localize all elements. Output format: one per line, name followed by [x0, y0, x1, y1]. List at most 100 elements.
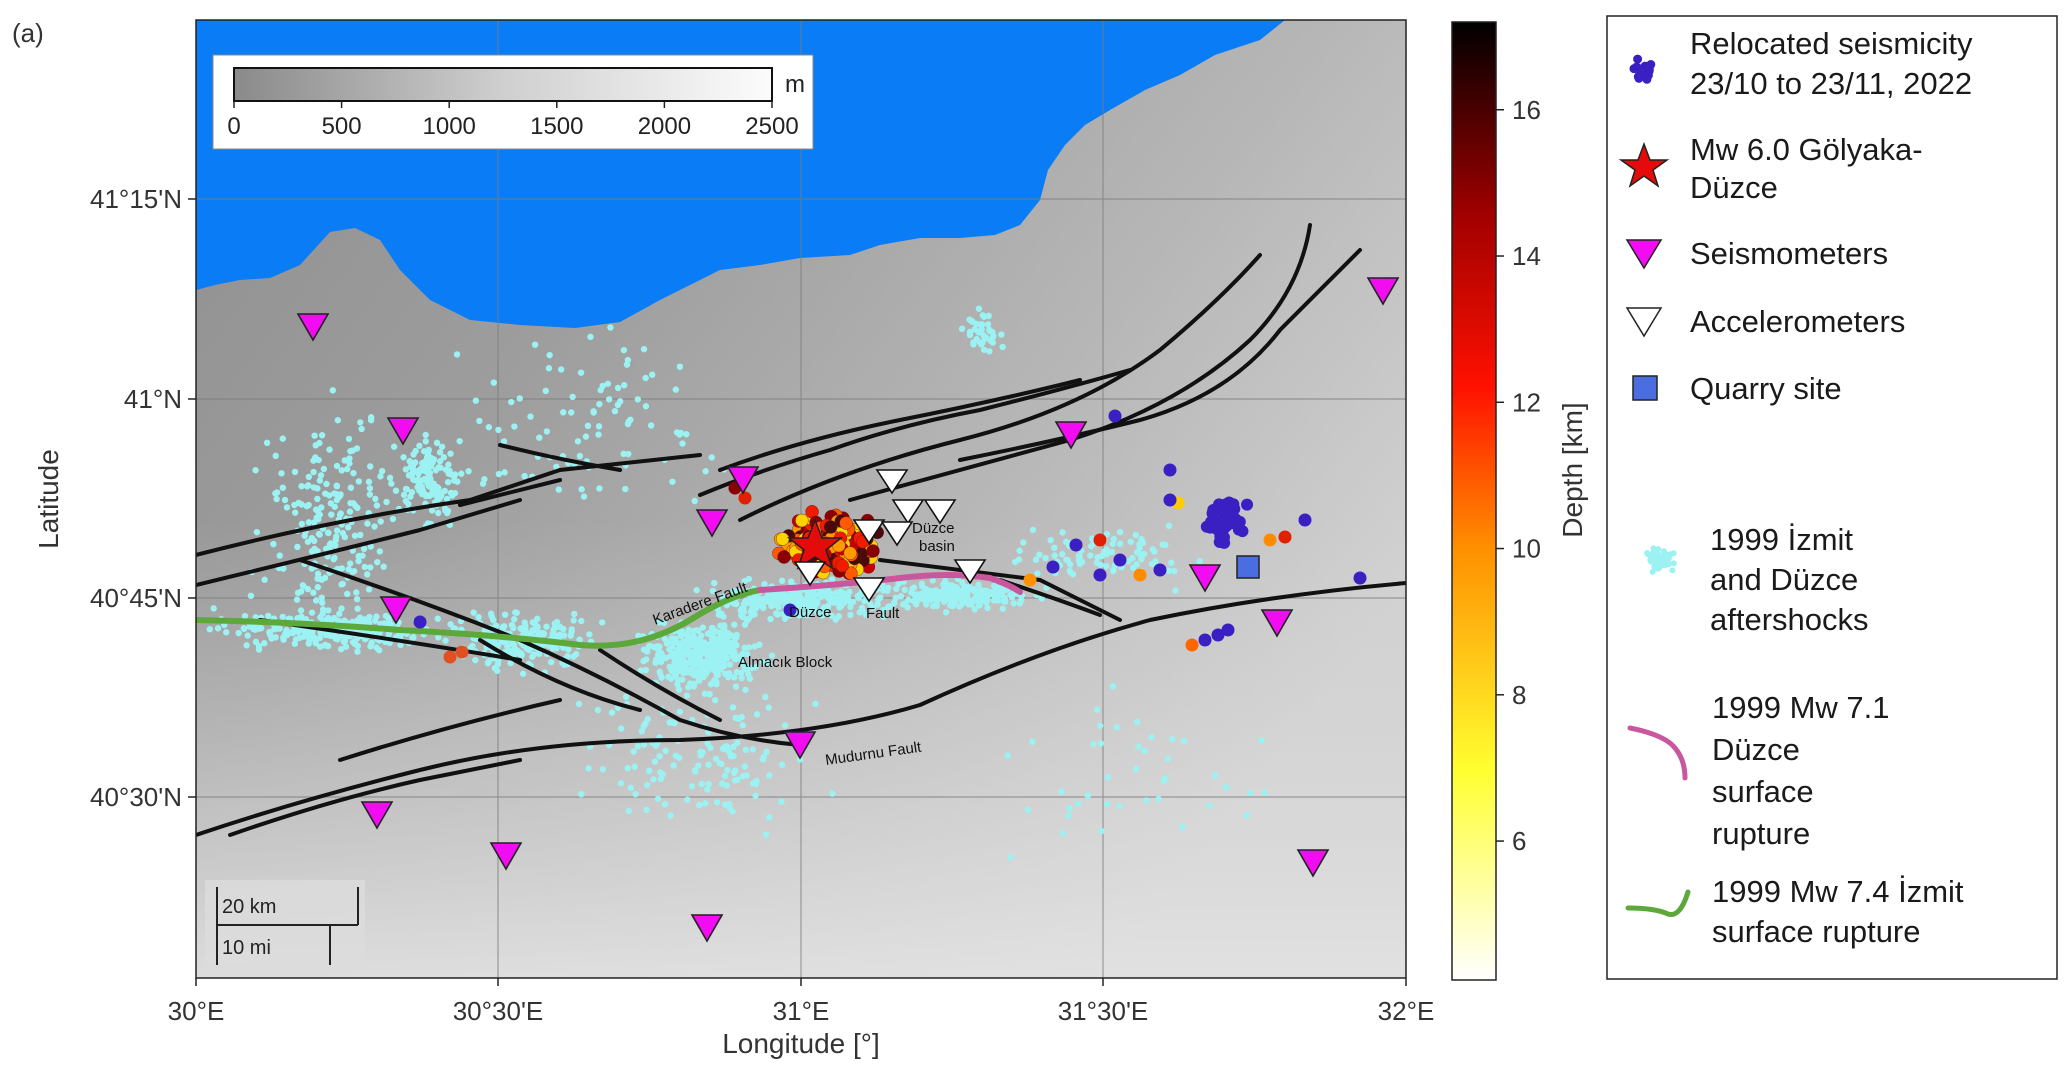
swatch-dot: [1644, 549, 1651, 556]
aftershock-point: [565, 646, 572, 653]
aftershock-point: [1015, 556, 1023, 563]
aftershock-point: [580, 493, 588, 500]
aftershock-point: [386, 617, 393, 625]
aftershock-point: [1029, 526, 1037, 534]
aftershock-point: [730, 641, 737, 649]
aftershock-point: [416, 442, 423, 449]
aftershock-point: [624, 420, 632, 428]
aftershock-point: [975, 581, 982, 588]
aftershock-point: [624, 765, 631, 772]
aftershock-point: [778, 798, 785, 806]
aftershock-point: [891, 599, 898, 607]
legend-item-mainshock: Mw 6.0 Gölyaka- Düzce: [1618, 132, 1923, 205]
aftershock-point: [1059, 529, 1066, 536]
aftershock-point: [1097, 740, 1105, 747]
aftershock-point: [291, 640, 299, 647]
aftershock-point: [1090, 741, 1097, 748]
aftershock-point: [354, 605, 361, 612]
aftershock-point: [569, 393, 576, 401]
aftershock-point: [366, 613, 373, 621]
aftershock-point: [707, 680, 715, 688]
aftershock-point: [373, 644, 380, 651]
aftershock-point: [691, 497, 698, 505]
aftershock-point: [1243, 812, 1251, 819]
aftershock-point: [1051, 552, 1058, 559]
aftershock-point: [1103, 562, 1110, 570]
aftershock-point: [512, 609, 519, 616]
aftershock-point: [741, 763, 749, 770]
aftershock-point: [694, 762, 702, 769]
aftershock-point: [437, 492, 445, 499]
aftershock-point: [884, 584, 892, 592]
aftershock-point: [1004, 752, 1011, 759]
aftershock-point: [1165, 522, 1173, 530]
aftershock-point: [261, 576, 268, 583]
aftershock-point: [711, 644, 719, 652]
aftershock-point: [984, 321, 992, 328]
aftershock-point: [490, 379, 497, 386]
aftershock-point: [553, 463, 560, 470]
aftershock-point: [294, 543, 301, 551]
aftershock-point: [458, 470, 465, 477]
aftershock-point: [427, 454, 435, 462]
relocated-event: [1046, 560, 1060, 574]
aftershock-point: [1180, 737, 1188, 744]
aftershock-point: [490, 616, 497, 624]
aftershock-point: [752, 664, 759, 671]
aftershock-point: [1135, 743, 1142, 750]
aftershock-point: [658, 674, 665, 681]
aftershock-point: [585, 765, 592, 772]
aftershock-point: [1137, 541, 1144, 548]
aftershock-point: [892, 594, 899, 602]
aftershock-point: [726, 661, 734, 668]
aftershock-point: [297, 607, 305, 614]
relocated-swatch-icon: [1629, 54, 1656, 84]
aftershock-point: [428, 507, 436, 514]
aftershock-point: [1109, 540, 1116, 548]
aftershock-point: [337, 645, 345, 653]
aftershock-point: [697, 752, 705, 759]
aftershock-point: [298, 483, 305, 490]
aftershock-point: [719, 644, 726, 652]
aftershock-point: [298, 613, 305, 620]
aftershock-point: [594, 706, 602, 714]
aftershock-point: [485, 423, 493, 431]
aftershock-point: [716, 639, 723, 647]
aftershock-point: [1010, 600, 1017, 607]
aftershock-point: [308, 609, 316, 616]
aftershock-point: [622, 485, 629, 493]
aftershock-point: [543, 428, 551, 435]
aftershock-point: [519, 670, 527, 677]
aftershock-point: [438, 443, 446, 450]
aftershock-point: [1051, 544, 1058, 551]
aftershock-point: [1109, 683, 1117, 690]
aftershock-point: [1162, 775, 1169, 782]
legend-item-relocated: Relocated seismicity 23/10 to 23/11, 202…: [1629, 26, 1973, 101]
aftershock-point: [741, 577, 748, 585]
aftershock-point: [802, 611, 809, 618]
aftershock-point: [321, 574, 329, 582]
aftershock-point: [840, 589, 847, 597]
aftershock-point: [999, 343, 1006, 351]
aftershock-point: [365, 478, 373, 486]
depth-tick-label: 12: [1512, 387, 1541, 417]
aftershock-point: [312, 597, 320, 604]
aftershock-point: [778, 577, 786, 584]
aftershock-point: [669, 644, 676, 651]
aftershock-point: [743, 650, 751, 658]
aftershock-point: [765, 704, 772, 711]
aftershock-point: [695, 636, 702, 644]
aftershock-point: [975, 305, 983, 312]
aftershock-point: [437, 464, 444, 471]
aftershock-point: [252, 638, 260, 646]
aftershock-point: [475, 613, 482, 621]
map-area: Karadere Fault Düzce basin Düzce Fault A…: [196, 20, 1406, 978]
aftershock-point: [305, 473, 313, 481]
aftershock-point: [721, 772, 729, 780]
aftershock-point: [778, 761, 786, 768]
elevation-scale-inset: m 0 500 1000 1500 2000 2500: [212, 54, 814, 150]
aftershock-point: [897, 593, 905, 600]
aftershock-point: [760, 753, 767, 761]
aftershock-point: [713, 799, 721, 806]
